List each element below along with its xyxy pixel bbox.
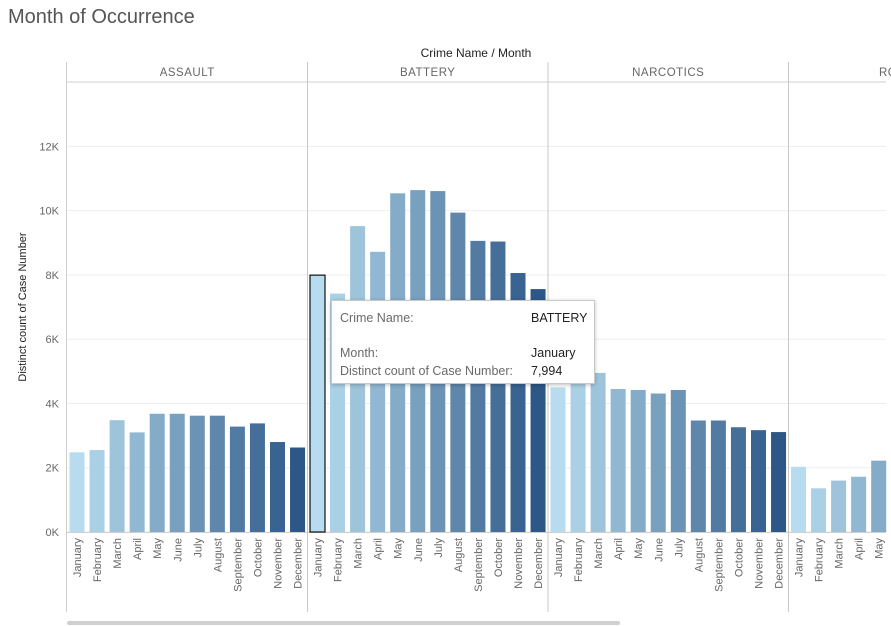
x-tick-label: February [333,538,345,583]
x-tick-label: June [653,538,665,562]
bar [610,389,626,532]
x-tick-label: August [212,538,224,572]
x-tick-label: September [232,538,244,592]
x-tick-label: September [713,538,725,592]
bar [710,420,726,532]
x-tick-label: March [593,538,605,569]
x-tick-label: July [433,538,445,558]
bar [229,426,245,532]
x-tick-label: December [774,538,786,589]
x-tick-label: April [613,538,625,560]
bar [270,442,285,532]
x-tick-label: January [553,538,565,578]
bar [209,415,225,532]
bar [811,488,827,532]
x-tick-label: March [834,538,846,569]
page-title: Month of Occurrence [8,6,195,28]
y-tick-label: 6K [46,334,60,346]
bar [650,393,666,532]
x-tick-label: May [152,538,164,559]
x-tick-label: February [92,538,104,583]
bar [670,389,686,532]
x-tick-label: May [633,538,645,559]
x-tick-label: July [673,538,685,558]
bar [89,450,105,532]
x-tick-label: October [252,538,264,577]
bar [831,480,847,532]
bar [169,413,185,532]
panel-header-robbery: ROBBERY [879,67,891,79]
tooltip-count-label: Distinct count of Case Number: [340,364,513,378]
bar [129,432,145,532]
bar [730,427,746,532]
bar [290,447,306,532]
bar [871,460,887,532]
x-tick-label: August [453,538,465,572]
bar [490,241,506,532]
x-tick-label: May [874,538,886,559]
bar [771,432,787,532]
header-title: Crime Name / Month [421,46,532,60]
x-tick-label: May [393,538,405,559]
x-tick-label: July [192,538,204,558]
x-tick-label: March [353,538,365,569]
x-tick-label: June [172,538,184,562]
panel-header-narcotics: NARCOTICS [632,67,704,79]
x-tick-label: April [132,538,144,560]
panel-header-assault: ASSAULT [160,67,215,79]
x-tick-label: November [513,538,525,589]
x-tick-label: April [373,538,385,560]
bar [109,420,125,532]
tooltip-month-label: Month: [340,346,379,360]
x-tick-label: October [733,538,745,577]
x-tick-label: January [72,538,84,578]
x-tick-label: November [754,538,766,589]
x-tick-label: March [112,538,124,569]
y-tick-label: 8K [46,270,60,282]
y-tick-label: 0K [46,527,60,539]
tooltip-crime-value: BATTERY [531,311,588,325]
tooltip-crime-label: Crime Name: [340,311,414,325]
bar [370,251,386,532]
bar [791,466,806,532]
x-tick-label: November [273,538,285,589]
bar [249,423,265,532]
bar [550,387,566,532]
bar [309,274,326,533]
bar [69,452,85,532]
y-tick-label: 12K [39,141,59,153]
y-tick-label: 10K [39,206,59,218]
bar [470,240,486,532]
tooltip: Crime Name: BATTERY Month: January Disti… [331,300,595,384]
x-tick-label: December [293,538,305,589]
x-tick-label: January [313,538,325,578]
x-tick-label: February [573,538,585,583]
bar [149,413,165,532]
y-tick-label: 4K [46,398,60,410]
x-tick-label: December [533,538,545,589]
bar [189,415,205,532]
bar [690,420,706,532]
bar [570,377,586,532]
x-tick-label: January [794,538,806,578]
bar [590,372,606,532]
bar [751,430,766,532]
x-tick-label: September [473,538,485,592]
bar [630,389,646,532]
x-tick-label: June [413,538,425,562]
horizontal-scrollbar[interactable] [67,621,620,625]
y-axis-label: Distinct count of Case Number [17,232,29,382]
tooltip-month-value: January [531,346,576,360]
bar [851,476,867,532]
x-tick-label: October [493,538,505,577]
x-tick-label: February [814,538,826,583]
panel-header-battery: BATTERY [400,67,455,79]
x-tick-label: August [693,538,705,572]
tooltip-count-value: 7,994 [531,364,563,378]
x-tick-label: April [854,538,866,560]
y-tick-label: 2K [46,463,60,475]
